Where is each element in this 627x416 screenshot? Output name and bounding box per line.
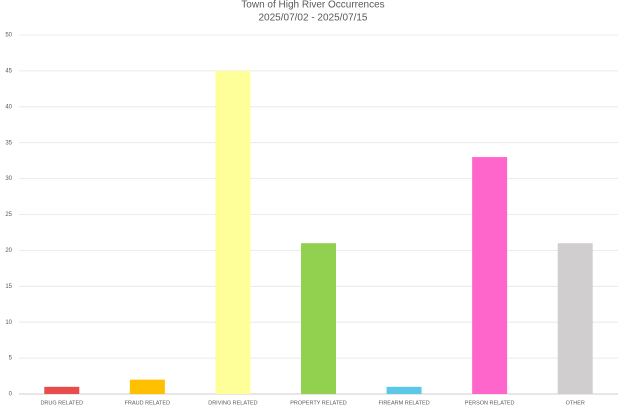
x-tick-label: PROPERTY RELATED	[290, 400, 347, 406]
x-tick-label: PERSON RELATED	[465, 400, 515, 406]
bar	[472, 157, 508, 394]
y-tick-label: 10	[5, 320, 12, 326]
y-tick-label: 30	[5, 176, 12, 182]
y-tick-label: 20	[5, 248, 12, 254]
x-tick-label: DRIVING RELATED	[208, 400, 257, 406]
x-tick-label: OTHER	[566, 400, 585, 406]
y-tick-label: 50	[5, 33, 12, 39]
bar	[215, 70, 251, 395]
bar	[301, 243, 336, 394]
x-tick-label: FRAUD RELATED	[125, 400, 170, 406]
bar	[44, 386, 80, 394]
x-tick-label: FIREARM RELATED	[378, 400, 429, 406]
y-tick-label: 5	[9, 356, 13, 362]
chart-subtitle: 2025/07/02 - 2025/07/15	[259, 13, 368, 24]
y-tick-label: 15	[5, 284, 12, 290]
y-tick-label: 25	[5, 212, 12, 218]
bar	[386, 386, 422, 394]
chart-title: Town of High River Occurrences	[241, 0, 384, 11]
bar	[129, 379, 165, 394]
bar	[557, 243, 593, 394]
y-tick-label: 35	[5, 140, 12, 146]
y-tick-label: 40	[5, 104, 12, 110]
y-tick-label: 0	[9, 392, 13, 398]
x-tick-label: DRUG RELATED	[40, 400, 83, 406]
y-tick-label: 45	[5, 68, 12, 74]
